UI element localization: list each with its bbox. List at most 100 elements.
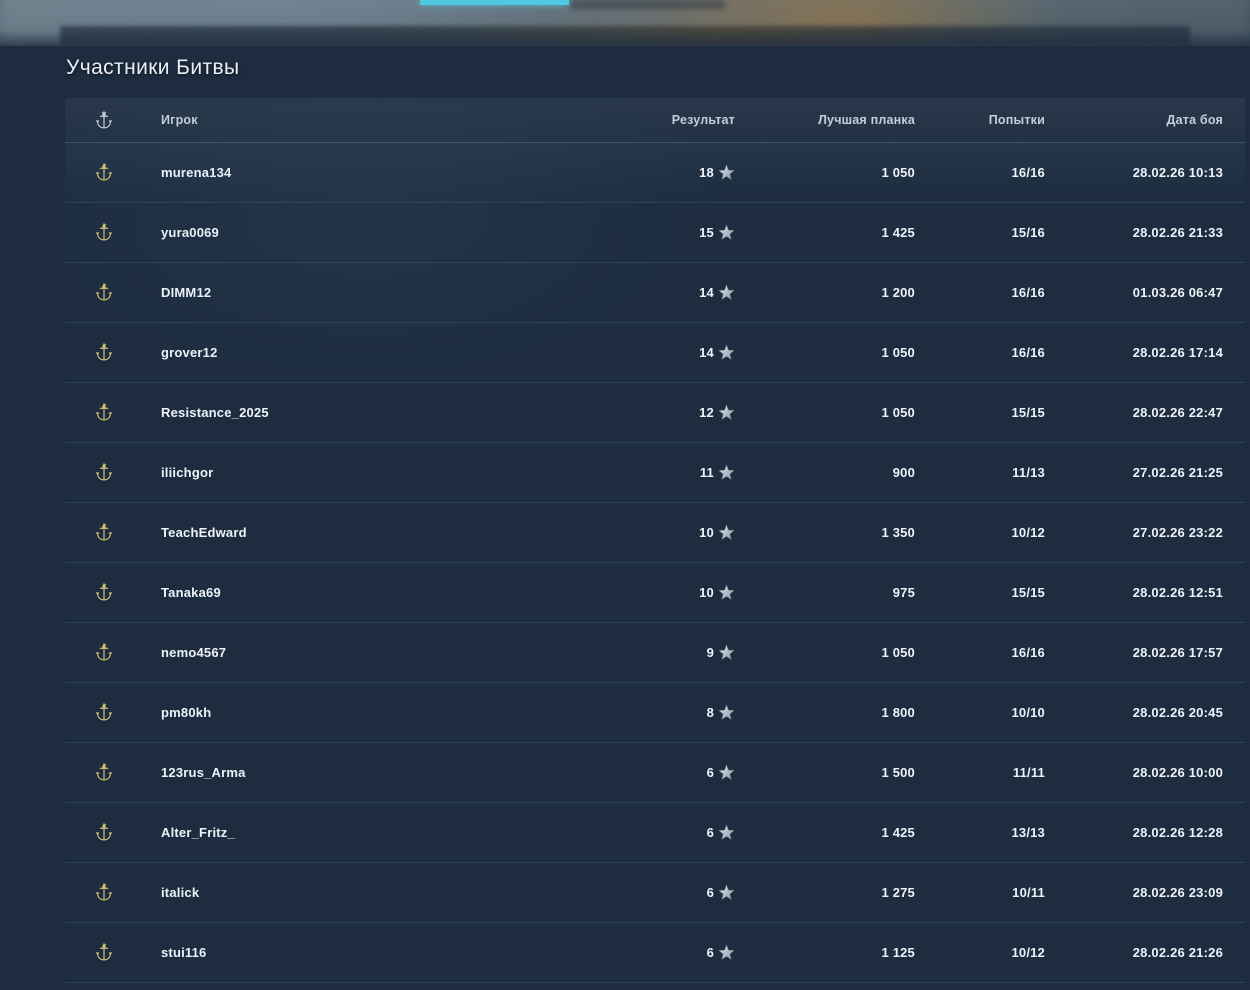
- column-header-battle-date[interactable]: Дата боя: [1063, 98, 1245, 143]
- result-value: 14: [699, 344, 714, 360]
- star-icon: [718, 224, 735, 241]
- anchor-icon: [95, 762, 113, 782]
- player-name: grover12: [161, 344, 218, 360]
- player-name-cell[interactable]: pm80kh: [143, 682, 573, 743]
- table-row[interactable]: DIMM12 14 1 200 16/16 01.03.26 06:47: [65, 262, 1245, 323]
- column-header-anchor[interactable]: [65, 98, 143, 143]
- player-name-cell[interactable]: murena134: [143, 142, 573, 203]
- row-anchor-cell: [65, 142, 143, 203]
- star-icon: [718, 704, 735, 721]
- row-anchor-cell: [65, 322, 143, 383]
- row-anchor-cell: [65, 802, 143, 863]
- table-row[interactable]: TeachEdward 10 1 350 10/12 27.02.26 23:2…: [65, 502, 1245, 563]
- attempts-cell: 13/13: [933, 802, 1063, 863]
- result-value: 6: [706, 884, 714, 900]
- player-name-cell[interactable]: italick: [143, 862, 573, 923]
- player-name-cell[interactable]: TeachEdward: [143, 502, 573, 563]
- anchor-icon: [95, 582, 113, 602]
- attempts-cell: 15/15: [933, 382, 1063, 443]
- result-cell: 10: [573, 502, 753, 563]
- table-row[interactable]: grover12 14 1 050 16/16 28.02.26 17:14: [65, 322, 1245, 383]
- result-value: 8: [706, 704, 714, 720]
- attempts-cell: 11/13: [933, 442, 1063, 503]
- column-header-best-bar[interactable]: Лучшая планка: [753, 98, 933, 143]
- column-header-result[interactable]: Результат: [573, 98, 753, 143]
- row-anchor-cell: [65, 442, 143, 503]
- anchor-icon: [95, 942, 113, 962]
- player-name: Tanaka69: [161, 584, 221, 600]
- anchor-icon: [95, 702, 113, 722]
- battle-date-cell: 28.02.26 17:57: [1063, 622, 1245, 683]
- best-bar-cell: 1 050: [753, 322, 933, 383]
- row-anchor-cell: [65, 682, 143, 743]
- anchor-icon: [95, 522, 113, 542]
- result-cell: 12: [573, 382, 753, 443]
- attempts-cell: 16/16: [933, 622, 1063, 683]
- attempts-cell: 11/11: [933, 742, 1063, 803]
- player-name-cell[interactable]: Alter_Fritz_: [143, 802, 573, 863]
- battle-date-cell: 28.02.26 12:51: [1063, 562, 1245, 623]
- table-body: murena134 18 1 050 16/16 28.02.26 10:13: [65, 142, 1245, 983]
- best-bar-cell: 975: [753, 562, 933, 623]
- row-anchor-cell: [65, 562, 143, 623]
- player-name-cell[interactable]: yura0069: [143, 202, 573, 263]
- battle-date-cell: 28.02.26 10:00: [1063, 742, 1245, 803]
- result-value-wrap: 9: [707, 644, 735, 661]
- attempts-cell: 15/15: [933, 562, 1063, 623]
- result-cell: 14: [573, 262, 753, 323]
- table-row[interactable]: yura0069 15 1 425 15/16 28.02.26 21:33: [65, 202, 1245, 263]
- attempts-cell: 10/10: [933, 682, 1063, 743]
- player-name-cell[interactable]: DIMM12: [143, 262, 573, 323]
- battle-date-cell: 28.02.26 23:09: [1063, 862, 1245, 923]
- result-value: 6: [706, 824, 714, 840]
- active-tab-indicator[interactable]: [420, 0, 569, 5]
- player-name: 123rus_Arma: [161, 764, 246, 780]
- player-name-cell[interactable]: Tanaka69: [143, 562, 573, 623]
- table-row[interactable]: Alter_Fritz_ 6 1 425 13/13 28.02.26 12:2…: [65, 802, 1245, 863]
- table-row[interactable]: italick 6 1 275 10/11 28.02.26 23:09: [65, 862, 1245, 923]
- attempts-cell: 10/12: [933, 922, 1063, 983]
- row-anchor-cell: [65, 262, 143, 323]
- attempts-cell: 10/11: [933, 862, 1063, 923]
- result-value-wrap: 10: [699, 584, 735, 601]
- star-icon: [718, 764, 735, 781]
- column-header-attempts[interactable]: Попытки: [933, 98, 1063, 143]
- best-bar-cell: 1 800: [753, 682, 933, 743]
- attempts-cell: 16/16: [933, 142, 1063, 203]
- table-row[interactable]: iliichgor 11 900 11/13 27.02.26 21:25: [65, 442, 1245, 503]
- player-name-cell[interactable]: grover12: [143, 322, 573, 383]
- player-name-cell[interactable]: iliichgor: [143, 442, 573, 503]
- anchor-icon: [95, 282, 113, 302]
- row-anchor-cell: [65, 502, 143, 563]
- player-name-cell[interactable]: Resistance_2025: [143, 382, 573, 443]
- anchor-icon: [95, 642, 113, 662]
- table-row[interactable]: Tanaka69 10 975 15/15 28.02.26 12:51: [65, 562, 1245, 623]
- star-icon: [718, 284, 735, 301]
- player-name: murena134: [161, 164, 232, 180]
- inactive-tab-plate[interactable]: [570, 0, 725, 9]
- table-row[interactable]: Resistance_2025 12 1 050 15/15 28.02.26 …: [65, 382, 1245, 443]
- result-value-wrap: 18: [699, 164, 735, 181]
- table-row[interactable]: nemo4567 9 1 050 16/16 28.02.26 17:57: [65, 622, 1245, 683]
- table-row[interactable]: 123rus_Arma 6 1 500 11/11 28.02.26 10:00: [65, 742, 1245, 803]
- column-header-player[interactable]: Игрок: [143, 98, 573, 143]
- player-name-cell[interactable]: nemo4567: [143, 622, 573, 683]
- player-name: italick: [161, 884, 200, 900]
- result-value-wrap: 6: [707, 824, 735, 841]
- battle-date-cell: 01.03.26 06:47: [1063, 262, 1245, 323]
- result-cell: 6: [573, 922, 753, 983]
- result-value-wrap: 15: [699, 224, 735, 241]
- anchor-icon: [95, 222, 113, 242]
- result-cell: 10: [573, 562, 753, 623]
- player-name-cell[interactable]: 123rus_Arma: [143, 742, 573, 803]
- star-icon: [718, 884, 735, 901]
- table-row[interactable]: murena134 18 1 050 16/16 28.02.26 10:13: [65, 142, 1245, 203]
- battle-date-cell: 28.02.26 10:13: [1063, 142, 1245, 203]
- player-name: iliichgor: [161, 464, 214, 480]
- attempts-cell: 15/16: [933, 202, 1063, 263]
- player-name-cell[interactable]: stui116: [143, 922, 573, 983]
- table-row[interactable]: pm80kh 8 1 800 10/10 28.02.26 20:45: [65, 682, 1245, 743]
- anchor-icon: [95, 342, 113, 362]
- row-anchor-cell: [65, 922, 143, 983]
- table-row[interactable]: stui116 6 1 125 10/12 28.02.26 21:26: [65, 922, 1245, 983]
